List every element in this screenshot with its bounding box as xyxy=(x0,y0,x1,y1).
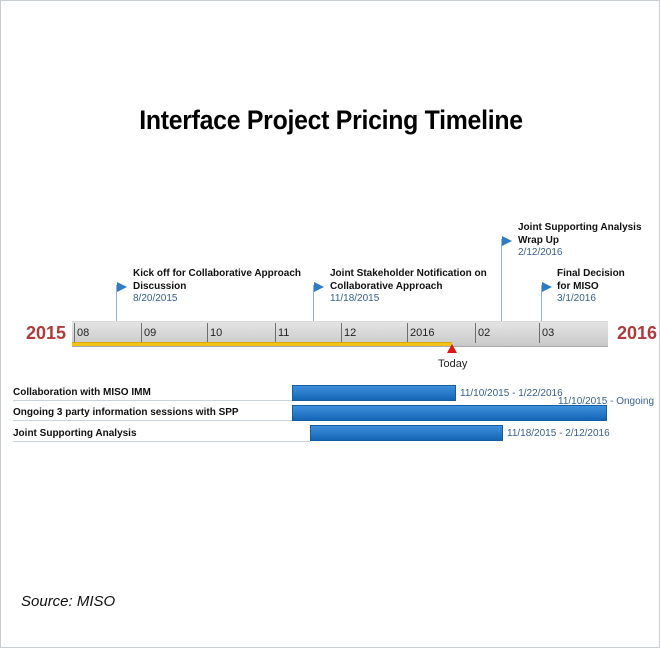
flag-icon xyxy=(502,236,512,246)
task-guide-line xyxy=(13,441,310,442)
task-label: Joint Supporting Analysis xyxy=(13,428,137,439)
start-year-label: 2015 xyxy=(26,323,67,343)
axis-tick xyxy=(141,323,142,343)
milestone-title: Final Decision for MISO xyxy=(557,268,625,292)
task-bar xyxy=(310,425,503,441)
axis-tick xyxy=(341,323,342,343)
task-guide-line xyxy=(13,400,292,401)
axis-tick-label: 12 xyxy=(344,327,357,339)
axis-tick xyxy=(475,323,476,343)
milestone-stem xyxy=(501,239,502,321)
progress-bar xyxy=(72,342,452,346)
milestone-stem xyxy=(313,285,314,321)
axis-tick-label: 08 xyxy=(77,327,90,339)
axis-tick-label: 2016 xyxy=(410,327,435,339)
task-bar xyxy=(292,385,456,401)
flag-icon xyxy=(314,282,324,292)
task-label: Collaboration with MISO IMM xyxy=(13,387,151,398)
task-range: 11/10/2015 - 1/22/2016 xyxy=(460,388,563,399)
milestone-stem xyxy=(541,285,542,321)
today-label: Today xyxy=(438,358,468,370)
milestone-date: 11/18/2015 xyxy=(330,293,380,304)
axis-tick-label: 11 xyxy=(278,327,290,339)
source-caption: Source: MISO xyxy=(21,593,116,610)
axis-tick-label: 10 xyxy=(210,327,223,339)
flag-icon xyxy=(117,282,127,292)
milestone-date: 8/20/2015 xyxy=(133,293,178,304)
axis-tick-label: 09 xyxy=(144,327,157,339)
axis-tick xyxy=(539,323,540,343)
task-range: 11/10/2015 - Ongoing xyxy=(558,396,655,407)
end-year-label: 2016 xyxy=(617,323,658,343)
task-range: 11/18/2015 - 2/12/2016 xyxy=(507,428,610,439)
milestone-title: Joint Stakeholder Notification on Collab… xyxy=(330,268,487,292)
milestone-title: Joint Supporting Analysis Wrap Up xyxy=(518,222,642,246)
axis-tick xyxy=(275,323,276,343)
milestone-title: Kick off for Collaborative Approach Disc… xyxy=(133,268,301,292)
axis-tick xyxy=(74,323,75,343)
milestone-stem xyxy=(116,285,117,321)
milestone-date: 3/1/2016 xyxy=(557,293,596,304)
today-marker-icon xyxy=(447,344,457,353)
flag-icon xyxy=(542,282,552,292)
page-title: Interface Project Pricing Timeline xyxy=(139,105,523,135)
axis-tick xyxy=(207,323,208,343)
task-guide-line xyxy=(13,420,292,421)
task-bar xyxy=(292,405,607,421)
axis-tick xyxy=(407,323,408,343)
axis-tick-label: 03 xyxy=(542,327,555,339)
milestone-date: 2/12/2016 xyxy=(518,247,563,258)
task-label: Ongoing 3 party information sessions wit… xyxy=(13,407,239,418)
axis-tick-label: 02 xyxy=(478,327,491,339)
